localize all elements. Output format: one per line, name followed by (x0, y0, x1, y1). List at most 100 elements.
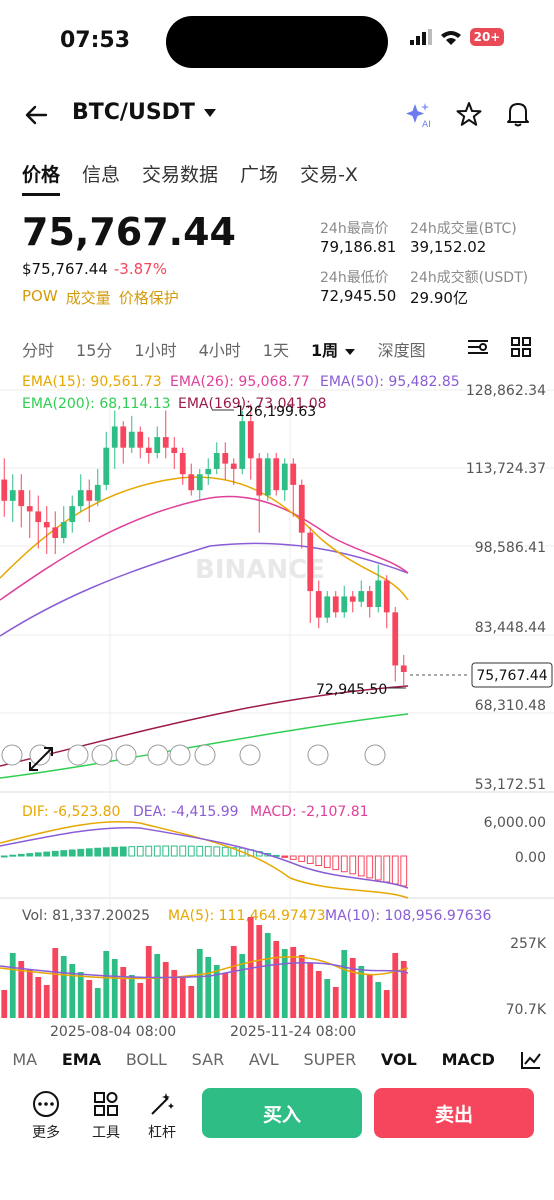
back-button[interactable] (22, 100, 52, 130)
candle-body (171, 447, 178, 454)
volume-bar (128, 975, 135, 1018)
x-tick: 2025-11-24 08:00 (230, 1024, 356, 1040)
macd-bar (315, 855, 323, 867)
indicator-ema[interactable]: EMA (61, 1050, 102, 1069)
macd-histogram (0, 845, 408, 887)
volume-bars (1, 917, 407, 1018)
tab-info[interactable]: 信息 (82, 164, 121, 186)
indicator-settings-icon[interactable] (520, 1050, 542, 1070)
candle-body (400, 665, 407, 672)
candle-body (1, 479, 8, 501)
candle-body (69, 506, 76, 523)
interval-1h[interactable]: 1小时 (134, 341, 177, 360)
candle-body (120, 426, 127, 448)
candle-body (26, 506, 33, 512)
y-tick: 53,172.51 (475, 777, 546, 793)
macd-bar (306, 855, 314, 864)
tab-trade-data[interactable]: 交易数据 (142, 164, 219, 186)
indicator-vol[interactable]: VOL (380, 1050, 417, 1069)
tag-volume[interactable]: 成交量 (65, 289, 111, 307)
sell-button[interactable]: 卖出 (374, 1088, 534, 1138)
tab-square[interactable]: 广场 (240, 164, 279, 186)
indicator-super[interactable]: SUPER (303, 1050, 357, 1069)
alert-button[interactable] (504, 100, 532, 132)
candle-body (60, 522, 67, 538)
more-button[interactable]: 更多 (32, 1090, 60, 1142)
tools-label: 工具 (92, 1125, 120, 1141)
macd-bar (349, 855, 357, 875)
volume-bar (52, 948, 59, 1018)
interval-1w[interactable]: 1周 (311, 337, 356, 361)
more-icon (33, 1091, 59, 1117)
interval-line[interactable]: 分时 (22, 341, 55, 360)
signal-icon (410, 29, 432, 45)
layout-grid-button[interactable] (510, 336, 532, 362)
candle-body (35, 511, 42, 523)
macd-dea-legend: DEA: -4,415.99 (133, 804, 239, 820)
volume-bar (1, 990, 8, 1018)
candle-body (273, 458, 280, 491)
indicator-boll[interactable]: BOLL (125, 1050, 167, 1069)
ema200-legend: EMA(200): 68,114.13 (22, 396, 171, 412)
candle-body (111, 426, 118, 448)
vol-axis-top: 257K (510, 936, 547, 952)
buy-button[interactable]: 买入 (202, 1088, 362, 1138)
volume-bar (188, 986, 195, 1018)
macd-bar (357, 855, 365, 877)
indicator-avl[interactable]: AVL (248, 1050, 279, 1069)
stat-high: 24h最高价 79,186.81 (320, 218, 396, 256)
vol-ma10-legend: MA(10): 108,956.97636 (325, 908, 492, 924)
tab-trade-x[interactable]: 交易-X (300, 164, 358, 186)
watermark: BINANCE (195, 555, 325, 585)
tab-price[interactable]: 价格 (22, 160, 61, 196)
candle-body (77, 490, 84, 507)
tools-button[interactable]: 工具 (92, 1090, 120, 1142)
leverage-button[interactable]: 杠杆 (148, 1090, 176, 1142)
indicator-sar[interactable]: SAR (191, 1050, 225, 1069)
macd-bar (281, 855, 289, 858)
macd-bar (289, 855, 297, 860)
indicator-macd[interactable]: MACD (441, 1050, 495, 1069)
candle-body (154, 437, 161, 454)
last-price-tag (471, 662, 553, 688)
macd-bar (51, 850, 59, 857)
volume-bar (86, 980, 93, 1018)
macd-bar (85, 848, 93, 857)
candle-body (332, 596, 339, 613)
indicator-ma[interactable]: MA (12, 1050, 38, 1069)
candle-body (383, 580, 390, 613)
interval-tabs: 分时 15分 1小时 4小时 1天 1周 深度图 (22, 337, 426, 361)
chart-settings-button[interactable] (466, 336, 490, 362)
ema50-line (0, 542, 409, 637)
pair-selector[interactable]: BTC/USDT (72, 100, 217, 125)
volume-bar (281, 949, 288, 1018)
volume-bar (26, 969, 33, 1018)
macd-bar (374, 855, 382, 881)
macd-bar (196, 845, 204, 857)
macd-axis-zero: 0.00 (515, 850, 546, 866)
ai-assistant-button[interactable]: AI (404, 101, 434, 133)
volume-bar (247, 917, 254, 1018)
candle-body (341, 596, 348, 613)
candle-body (315, 591, 322, 618)
volume-bar (213, 965, 220, 1018)
macd-bar (340, 855, 348, 873)
interval-15m[interactable]: 15分 (76, 341, 113, 360)
macd-bar (111, 846, 119, 857)
tag-price-protection[interactable]: 价格保护 (118, 289, 179, 307)
price-chart[interactable]: BINANCE EMA(15): 90,561.73 EMA(26): 95,0… (0, 368, 554, 1040)
favorite-button[interactable] (455, 100, 483, 132)
tag-pow[interactable]: POW (22, 287, 58, 305)
volume-bar (366, 974, 373, 1018)
macd-bar (0, 855, 8, 858)
interval-1d[interactable]: 1天 (262, 341, 289, 360)
interval-4h[interactable]: 4小时 (198, 341, 241, 360)
event-markers[interactable] (1, 744, 386, 766)
interval-depth[interactable]: 深度图 (377, 341, 426, 360)
expand-icon[interactable] (29, 747, 53, 771)
macd-bar (383, 855, 391, 883)
y-tick: 128,862.34 (466, 383, 546, 399)
volume-bar (120, 967, 127, 1018)
ema15-line (0, 476, 409, 601)
stat-vol-btc: 24h成交量(BTC) 39,152.02 (410, 218, 517, 256)
